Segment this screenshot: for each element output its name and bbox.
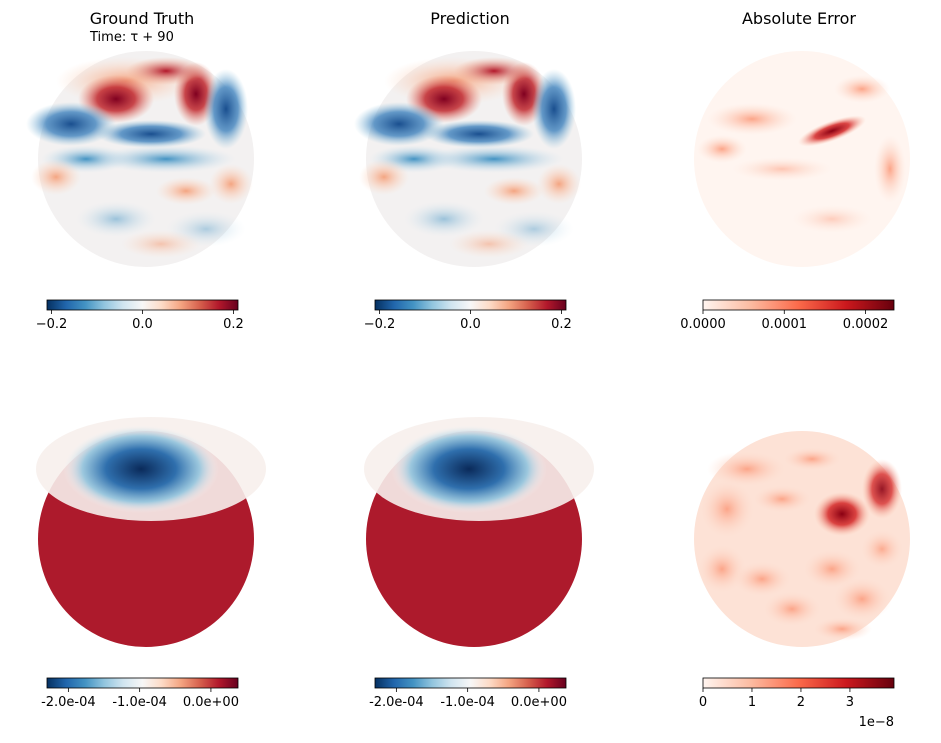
colorbar-gradient	[702, 677, 895, 689]
colorbar-6: 0 1 2 3 1e−8	[699, 677, 895, 730]
colorbar-gradient	[46, 299, 239, 311]
colorbar-tick-label: 0.0	[132, 317, 153, 332]
colorbar-tick-label: 0.2	[551, 317, 572, 332]
colorbar-tick-label: 3	[846, 695, 854, 710]
colorbar-tick-label: -1.0e-04	[112, 695, 167, 710]
colorbar-tick-label: 0.2	[223, 317, 244, 332]
map-prediction-upper	[354, 51, 582, 267]
title-prediction: Prediction	[430, 9, 509, 28]
colorbar-5: -2.0e-04 -1.0e-04 0.0e+00	[369, 677, 567, 710]
colorbar-tick-label: −0.2	[36, 317, 68, 332]
colorbar-tick-label: 0	[699, 695, 707, 710]
colorbar-tick-label: -2.0e-04	[41, 695, 96, 710]
colorbar-gradient	[46, 677, 239, 689]
time-label: Time: τ + 90	[89, 30, 174, 45]
title-absolute-error: Absolute Error	[742, 9, 856, 28]
colorbar-4: -2.0e-04 -1.0e-04 0.0e+00	[41, 677, 239, 710]
colorbar-3: 0.0000 0.0001 0.0002	[680, 299, 895, 332]
colorbar-offset-label: 1e−8	[859, 715, 894, 730]
colorbar-1: −0.2 0.0 0.2	[36, 299, 244, 332]
colorbar-tick-label: 0.0e+00	[511, 695, 567, 710]
title-ground-truth: Ground Truth	[90, 9, 195, 28]
map-ground-truth-lower	[36, 417, 266, 647]
colorbar-tick-label: 1	[748, 695, 756, 710]
colorbar-2: −0.2 0.0 0.2	[364, 299, 572, 332]
colorbar-gradient	[702, 299, 895, 311]
colorbar-tick-label: 0.0001	[762, 317, 808, 332]
colorbar-tick-label: 0.0000	[680, 317, 726, 332]
colorbar-tick-label: 0.0e+00	[183, 695, 239, 710]
colorbar-tick-label: −0.2	[364, 317, 396, 332]
colorbars: −0.2 0.0 0.2 −0.2 0.0 0.2 0.0000 0.0001 0.0002 -2…	[36, 299, 895, 730]
map-error-upper	[694, 51, 910, 267]
colorbar-gradient	[374, 677, 567, 689]
map-error-lower	[694, 431, 910, 647]
colorbar-tick-label: 0.0	[460, 317, 481, 332]
map-ground-truth-upper	[26, 51, 254, 267]
colorbar-tick-label: -1.0e-04	[440, 695, 495, 710]
colorbar-tick-label: 2	[797, 695, 805, 710]
colorbar-gradient	[374, 299, 567, 311]
colorbar-tick-label: -2.0e-04	[369, 695, 424, 710]
colorbar-tick-label: 0.0002	[843, 317, 889, 332]
map-prediction-lower	[364, 417, 594, 647]
